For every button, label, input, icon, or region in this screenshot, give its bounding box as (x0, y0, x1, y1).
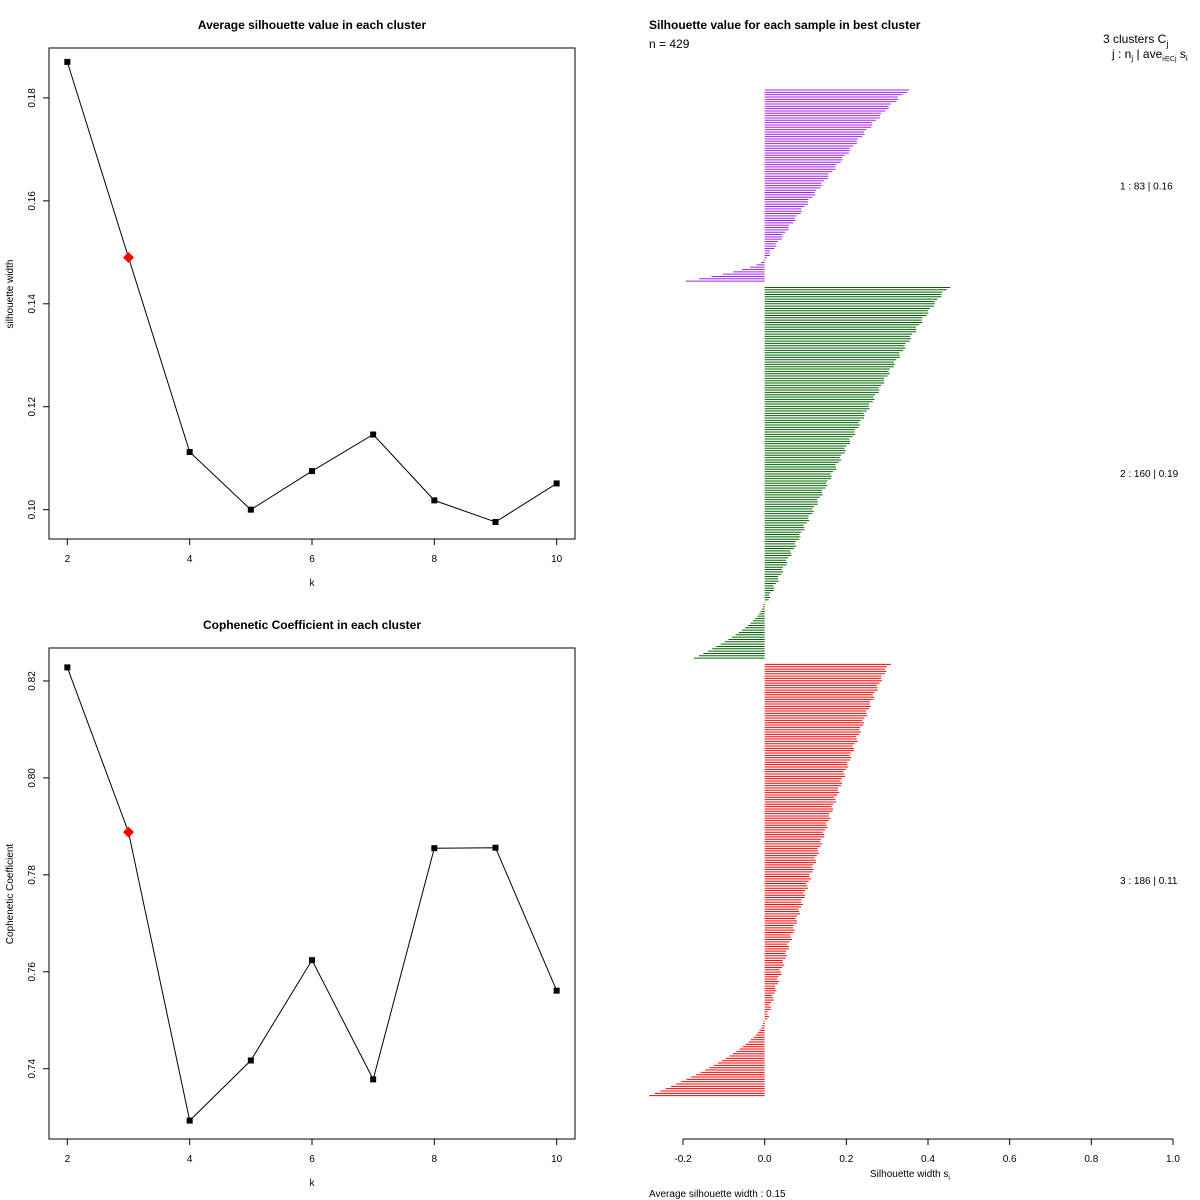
cluster-3-summary: 3 : 186 | 0.11 (1120, 876, 1178, 887)
silhouette-best-point (123, 251, 135, 263)
silhouette-bar-title: Silhouette value for each sample in best… (649, 18, 921, 32)
cophenetic-x-tick-label: 8 (432, 1154, 438, 1165)
silhouette-bar-x-tick-label: 0.0 (758, 1154, 772, 1165)
cluster-header-line2-sub: j (1130, 54, 1133, 63)
cluster-1-bars (685, 89, 910, 282)
silhouette-bar-x-tick-label: 0.4 (921, 1154, 935, 1165)
silhouette-bar-x-label-text: Silhouette width s (870, 1169, 948, 1180)
silhouette-point (247, 506, 254, 513)
silhouette-point (309, 468, 315, 475)
average-silhouette-label: Average silhouette width : 0.15 (649, 1189, 786, 1200)
silhouette-x-tick-label: 8 (432, 554, 438, 565)
silhouette-y-tick-label: 0.16 (27, 191, 38, 211)
cluster-header-line2-sub2: i∈Cj (1162, 56, 1177, 63)
silhouette-y-tick-label: 0.18 (27, 88, 38, 108)
silhouette-x-label: k (310, 578, 316, 589)
silhouette-bar-panel: Silhouette value for each sample in best… (649, 18, 1188, 1200)
silhouette-x-tick-label: 6 (309, 554, 315, 565)
cophenetic-y-tick-label: 0.82 (27, 671, 38, 691)
silhouette-point (431, 497, 438, 504)
cophenetic-x-tick-label: 10 (551, 1154, 563, 1165)
cophenetic-y-label: Cophenetic Coefficient (5, 844, 16, 945)
cophenetic-line (66, 667, 558, 1122)
cluster-header-line2-text: j : n (1111, 47, 1131, 61)
silhouette-x-tick-label: 2 (65, 554, 71, 565)
silhouette-y-label: silhouette width (5, 260, 16, 329)
silhouette-point (492, 519, 499, 526)
silhouette-bar-x-tick-label: 0.6 (1003, 1154, 1017, 1165)
cluster-header-line1-sub: j (1165, 39, 1168, 49)
silhouette-x-tick-label: 10 (551, 554, 563, 565)
silhouette-bar-x-tick-label: -0.2 (674, 1154, 692, 1165)
cophenetic-x-tick-label: 2 (65, 1154, 71, 1165)
cluster-header-line2: j : nj | avei∈Cj si (1111, 47, 1188, 63)
silhouette-y-tick-label: 0.10 (27, 499, 38, 519)
cluster-header-line2-end: s (1177, 47, 1186, 61)
cophenetic-panel-title: Cophenetic Coefficient in each cluster (203, 618, 421, 632)
silhouette-panel: Average silhouette value in each cluster… (5, 18, 576, 589)
cluster-header-line1: 3 clusters Cj (1103, 32, 1168, 49)
cophenetic-best-point (123, 826, 135, 838)
cophenetic-x-ticks: 2 4 6 8 10 (65, 1139, 563, 1165)
cophenetic-y-tick-label: 0.78 (27, 865, 38, 885)
silhouette-point (370, 431, 377, 438)
cophenetic-point (553, 987, 560, 994)
silhouette-point (553, 480, 560, 487)
cophenetic-point (309, 957, 315, 964)
cluster-header-line2-sub3: i (1186, 54, 1188, 63)
cophenetic-point (492, 844, 499, 851)
cophenetic-plot-frame (48, 647, 576, 1140)
silhouette-panel-title: Average silhouette value in each cluster (198, 18, 427, 32)
silhouette-bar-x-tick-label: 0.2 (839, 1154, 853, 1165)
cluster-1-summary: 1 : 83 | 0.16 (1120, 182, 1173, 193)
silhouette-bar-x-label-sub: i (948, 1175, 950, 1182)
cluster-3-bars (649, 663, 891, 1097)
cluster-2-summary: 2 : 160 | 0.19 (1120, 469, 1179, 480)
cophenetic-point (370, 1076, 377, 1083)
silhouette-x-ticks: 2 4 6 8 10 (65, 539, 563, 565)
cophenetic-series (64, 664, 560, 1124)
cophenetic-point (431, 845, 438, 852)
cophenetic-y-tick-label: 0.80 (27, 768, 38, 788)
silhouette-y-ticks: 0.10 0.12 0.14 0.16 0.18 (27, 88, 49, 519)
cophenetic-x-tick-label: 6 (309, 1154, 315, 1165)
cophenetic-point (247, 1057, 254, 1064)
cophenetic-panel: Cophenetic Coefficient in each cluster 2… (5, 618, 576, 1189)
cluster-2-bars (694, 286, 951, 659)
cluster-header-line1-text: 3 clusters C (1103, 32, 1167, 46)
cophenetic-y-tick-label: 0.76 (27, 962, 38, 982)
sample-count-label: n = 429 (649, 37, 690, 51)
silhouette-plot-frame (48, 47, 576, 540)
silhouette-y-tick-label: 0.14 (27, 294, 38, 314)
cluster-header-line2-rest: | ave (1133, 47, 1162, 61)
cophenetic-x-tick-label: 4 (187, 1154, 193, 1165)
cophenetic-x-label: k (310, 1178, 316, 1189)
cophenetic-point (64, 664, 71, 671)
silhouette-bar-x-label: Silhouette width si (870, 1169, 950, 1182)
silhouette-bars (649, 89, 951, 1097)
silhouette-point (186, 449, 193, 456)
silhouette-bar-x-tick-label: 0.8 (1084, 1154, 1098, 1165)
silhouette-x-tick-label: 4 (187, 554, 193, 565)
silhouette-point (64, 58, 71, 65)
cophenetic-y-tick-label: 0.74 (27, 1059, 38, 1079)
silhouette-line (66, 61, 557, 523)
silhouette-bar-x-tick-label: 1.0 (1166, 1154, 1180, 1165)
cophenetic-y-ticks: 0.74 0.76 0.78 0.80 0.82 (27, 671, 49, 1079)
silhouette-y-tick-label: 0.12 (27, 397, 38, 417)
cophenetic-point (186, 1117, 193, 1124)
silhouette-bar-x-ticks: -0.2 0.0 0.2 0.4 0.6 0.8 1.0 (674, 1139, 1180, 1165)
silhouette-series (64, 58, 560, 526)
cluster-summary-labels: 1 : 83 | 0.16 2 : 160 | 0.19 3 : 186 | 0.1… (1120, 182, 1179, 887)
